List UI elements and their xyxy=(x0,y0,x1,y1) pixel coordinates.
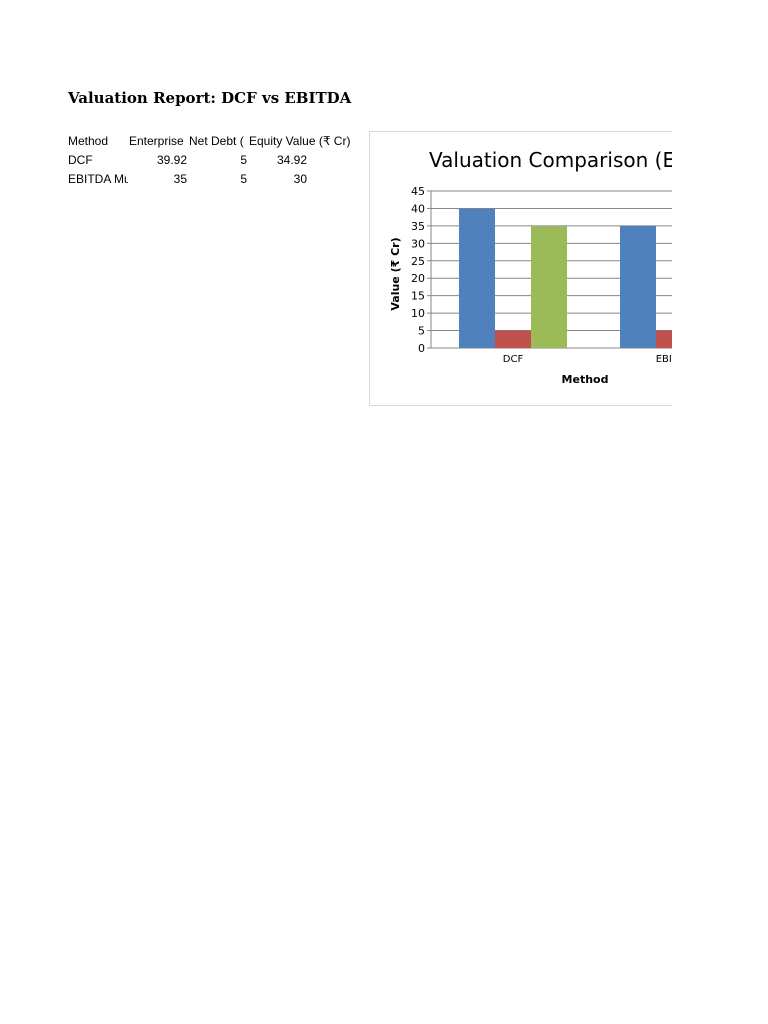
bar[interactable] xyxy=(531,226,567,348)
bars xyxy=(459,208,672,348)
y-tick-label: 30 xyxy=(411,237,425,250)
y-tick-label: 5 xyxy=(418,325,425,338)
x-tick-label: DCF xyxy=(503,354,524,365)
header-method[interactable]: Method xyxy=(68,134,109,148)
chart-container[interactable]: Valuation Comparison (En 0 5 10 15 20 25 30 35 4… xyxy=(369,131,672,406)
y-axis-ticks: 0 5 10 15 20 25 30 35 40 45 xyxy=(411,185,431,355)
x-axis-ticks: DCF EBITDA xyxy=(503,354,672,365)
cell-method[interactable]: DCF xyxy=(68,153,93,167)
valuation-chart[interactable]: Valuation Comparison (En 0 5 10 15 20 25 30 35 4… xyxy=(369,131,672,406)
x-axis-title: Method xyxy=(562,373,609,386)
y-axis-title: Value (₹ Cr) xyxy=(389,237,402,310)
report-title: Valuation Report: DCF vs EBITDA xyxy=(68,89,352,107)
cell-net-debt[interactable]: 5 xyxy=(240,153,247,167)
y-tick-label: 40 xyxy=(411,202,425,215)
y-tick-label: 45 xyxy=(411,185,425,198)
cell-equity-value[interactable]: 30 xyxy=(293,172,307,186)
bar[interactable] xyxy=(495,330,531,348)
bar[interactable] xyxy=(459,208,495,348)
header-enterprise-value[interactable]: Enterprise xyxy=(129,134,184,148)
cell-enterprise-value[interactable]: 35 xyxy=(173,172,187,186)
y-tick-label: 15 xyxy=(411,290,425,303)
bar[interactable] xyxy=(620,225,656,348)
y-tick-label: 10 xyxy=(411,307,425,320)
cell-enterprise-value[interactable]: 39.92 xyxy=(156,153,187,167)
header-equity-value[interactable]: Equity Value (₹ Cr) xyxy=(249,134,351,148)
y-tick-label: 0 xyxy=(418,342,425,355)
cell-method[interactable]: EBITDA Mu xyxy=(68,172,128,186)
y-tick-label: 35 xyxy=(411,220,425,233)
cell-equity-value[interactable]: 34.92 xyxy=(276,153,307,167)
y-tick-label: 20 xyxy=(411,272,425,285)
chart-title: Valuation Comparison (En xyxy=(429,148,672,172)
y-tick-label: 25 xyxy=(411,255,425,268)
cell-net-debt[interactable]: 5 xyxy=(240,172,247,186)
bar[interactable] xyxy=(656,330,672,348)
header-net-debt[interactable]: Net Debt ( xyxy=(189,134,244,148)
x-tick-label: EBITDA xyxy=(656,354,672,365)
